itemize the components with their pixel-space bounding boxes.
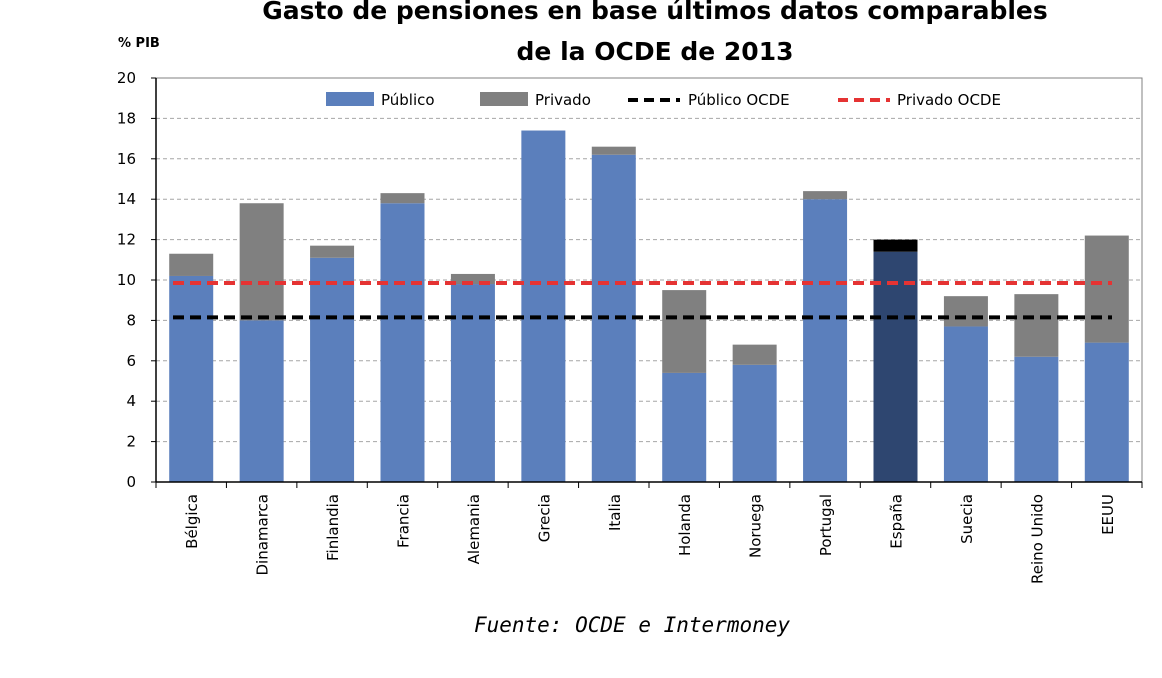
bar-privado xyxy=(591,146,636,155)
y-tick-label: 8 xyxy=(126,311,136,329)
bar-privado xyxy=(1084,235,1129,343)
x-tick-label: Alemania xyxy=(465,494,483,564)
x-tick-labels: Bélgica Dinamarca Finlandia Francia Alemania… xyxy=(183,494,1117,584)
y-tick-label: 0 xyxy=(126,473,136,491)
bar-publico xyxy=(380,203,425,483)
x-tick-label: Italia xyxy=(606,494,624,531)
bar-publico xyxy=(169,275,214,482)
bar-privado xyxy=(732,344,777,365)
bar-publico xyxy=(1084,342,1129,482)
bar-privado xyxy=(1014,294,1059,357)
y-tick-label: 4 xyxy=(126,392,136,410)
y-tick-label: 16 xyxy=(117,150,136,168)
y-axis-unit-label: % PIB xyxy=(118,36,160,51)
bar-privado xyxy=(873,239,918,252)
bar-privado xyxy=(662,290,707,373)
legend-swatch-privado xyxy=(480,92,528,106)
legend-label-publico: Público xyxy=(381,91,435,109)
x-tick-label: Grecia xyxy=(535,494,553,542)
x-tick-label: Francia xyxy=(395,494,413,548)
bar-publico xyxy=(310,257,355,482)
x-tick-label: EEUU xyxy=(1099,494,1117,535)
bar-publico xyxy=(1014,356,1059,482)
legend-label-publico-ocde: Público OCDE xyxy=(688,91,790,109)
legend: Público Privado Público OCDE Privado OCD… xyxy=(326,91,1001,109)
x-tick-label: Reino Unido xyxy=(1028,494,1046,584)
legend-label-privado: Privado xyxy=(535,91,591,109)
x-tick-label: Holanda xyxy=(676,494,694,556)
bar-privado xyxy=(169,253,214,276)
y-tick-label: 14 xyxy=(117,190,136,208)
x-tick-label: Portugal xyxy=(817,494,835,556)
source-note: Fuente: OCDE e Intermoney xyxy=(474,613,790,637)
y-tick-labels: 0 2 4 6 8 10 12 14 16 18 20 xyxy=(117,69,136,491)
chart-title-line-1: Gasto de pensiones en base últimos datos… xyxy=(262,0,1048,25)
x-tick-label: Bélgica xyxy=(183,494,201,549)
bar-privado xyxy=(310,245,355,258)
bar-publico xyxy=(239,320,284,482)
bar-privado xyxy=(450,273,495,285)
y-tick-label: 10 xyxy=(117,271,136,289)
bar-publico xyxy=(450,284,495,482)
x-tick-label: España xyxy=(888,494,906,549)
y-tick-label: 12 xyxy=(117,231,136,249)
y-tick-label: 20 xyxy=(117,69,136,87)
bar-publico xyxy=(803,199,848,482)
y-tick-label: 6 xyxy=(126,352,136,370)
bar-publico xyxy=(732,364,777,482)
legend-label-privado-ocde: Privado OCDE xyxy=(897,91,1001,109)
y-tick-label: 18 xyxy=(117,109,136,127)
y-tick-label: 2 xyxy=(126,433,136,451)
reference-lines xyxy=(173,281,1112,320)
bar-privado xyxy=(380,193,425,204)
bar-privado xyxy=(803,191,848,200)
bar-publico xyxy=(662,372,707,482)
axes xyxy=(151,77,1143,488)
x-tick-label: Suecia xyxy=(958,494,976,544)
x-tick-label: Dinamarca xyxy=(254,494,272,576)
x-tick-label: Noruega xyxy=(747,494,765,558)
x-tick-label: Finlandia xyxy=(324,494,342,561)
bar-publico xyxy=(943,326,988,482)
chart-title-line-2: de la OCDE de 2013 xyxy=(517,37,794,66)
legend-swatch-publico xyxy=(326,92,374,106)
bar-publico xyxy=(873,251,918,482)
bar-publico xyxy=(521,130,566,482)
bar-privado xyxy=(239,203,284,321)
bar-privado xyxy=(943,296,988,327)
